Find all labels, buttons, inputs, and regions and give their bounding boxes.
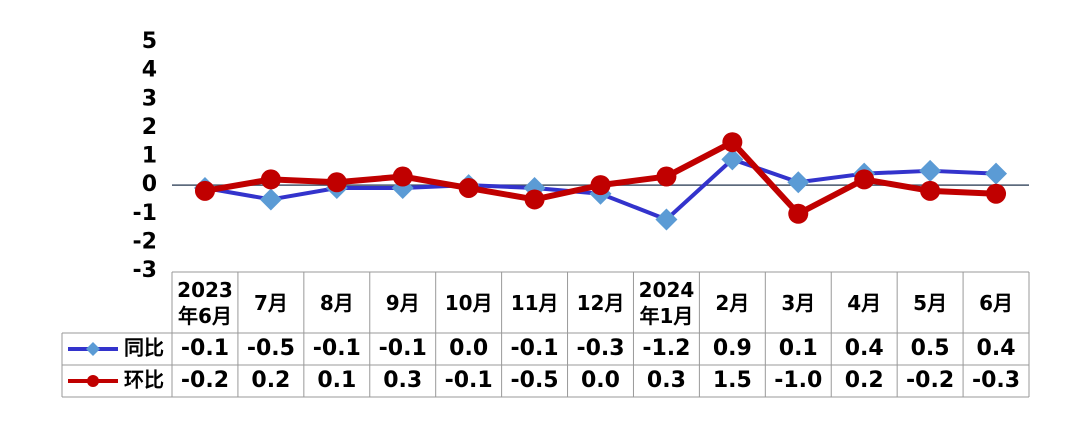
data-label: -0.5: [247, 336, 295, 361]
x-category: 2月: [715, 290, 750, 315]
x-tick-label: 4月: [847, 290, 882, 315]
x-tick-label: 10月: [444, 290, 493, 315]
data-label: 0.1: [317, 368, 356, 393]
data-label: 0.5: [911, 336, 950, 361]
x-tick-label: 12月: [576, 290, 625, 315]
data-label: 0.1: [779, 336, 818, 361]
legend-label: 同比: [124, 336, 164, 360]
data-label: 0.4: [977, 336, 1016, 361]
data-label: -1.2: [642, 336, 690, 361]
marker: [920, 180, 941, 201]
y-tick-label: 0: [142, 172, 157, 197]
x-tick-label: 2月: [715, 290, 750, 315]
marker: [590, 175, 611, 196]
data-label: -0.2: [906, 368, 954, 393]
marker: [985, 162, 1008, 185]
marker: [919, 159, 942, 182]
marker: [392, 166, 413, 187]
legend-label: 环比: [124, 368, 164, 392]
y-tick-label: 4: [142, 58, 157, 83]
data-label: -1.0: [774, 368, 822, 393]
x-tick-label: 2024年1月: [638, 277, 695, 328]
x-category: 2023年6月: [177, 277, 233, 328]
data-label: -0.1: [445, 368, 493, 393]
y-tick-label: 3: [142, 86, 157, 111]
marker: [259, 188, 282, 211]
marker: [524, 189, 545, 210]
y-tick-label: 2: [142, 115, 157, 140]
marker: [788, 203, 809, 224]
data-label: 1.5: [713, 368, 752, 393]
data-label: 0.4: [845, 336, 884, 361]
data-label: -0.1: [313, 336, 361, 361]
x-category: 6月: [979, 290, 1014, 315]
x-tick-label: 3月: [781, 290, 816, 315]
y-tick-label: 5: [142, 29, 157, 54]
data-label: 0.3: [383, 368, 422, 393]
x-tick-label: 7月: [253, 290, 288, 315]
data-label: 0.3: [647, 368, 686, 393]
x-tick-label: 2023年6月: [177, 277, 233, 328]
data-label: 0.2: [251, 368, 290, 393]
data-label: -0.5: [511, 368, 559, 393]
marker: [194, 180, 215, 201]
marker: [986, 183, 1007, 204]
marker: [260, 169, 281, 190]
y-tick-label: -2: [133, 229, 157, 254]
data-label: 0.0: [581, 368, 620, 393]
data-label: -0.2: [181, 368, 229, 393]
x-category: 10月: [444, 290, 493, 315]
x-category: 12月: [576, 290, 625, 315]
x-tick-label: 8月: [319, 290, 354, 315]
x-tick-label: 5月: [913, 290, 948, 315]
marker: [656, 166, 677, 187]
legend-marker: [86, 342, 100, 356]
y-tick-label: -1: [133, 201, 157, 226]
x-category: 7月: [253, 290, 288, 315]
x-category: 11月: [510, 290, 559, 315]
data-label: -0.1: [181, 336, 229, 361]
marker: [787, 171, 810, 194]
marker: [722, 132, 743, 153]
marker: [721, 148, 744, 171]
x-category: 8月: [319, 290, 354, 315]
x-category: 3月: [781, 290, 816, 315]
data-label: -0.3: [972, 368, 1020, 393]
x-category: 5月: [913, 290, 948, 315]
data-label: -0.3: [576, 336, 624, 361]
data-label: 0.9: [713, 336, 752, 361]
x-category: 4月: [847, 290, 882, 315]
y-tick-label: -3: [133, 258, 157, 283]
legend-marker: [87, 375, 99, 387]
data-label: 0.2: [845, 368, 884, 393]
data-label: -0.1: [511, 336, 559, 361]
x-tick-label: 11月: [510, 290, 559, 315]
x-category: 9月: [385, 290, 420, 315]
marker: [458, 177, 479, 198]
x-tick-label: 6月: [979, 290, 1014, 315]
data-label: 0.0: [449, 336, 488, 361]
marker: [655, 208, 678, 231]
marker: [854, 169, 875, 190]
y-tick-label: 1: [142, 144, 157, 169]
x-category: 2024年1月: [638, 277, 695, 328]
data-label: -0.1: [379, 336, 427, 361]
marker: [326, 172, 347, 193]
x-tick-label: 9月: [385, 290, 420, 315]
